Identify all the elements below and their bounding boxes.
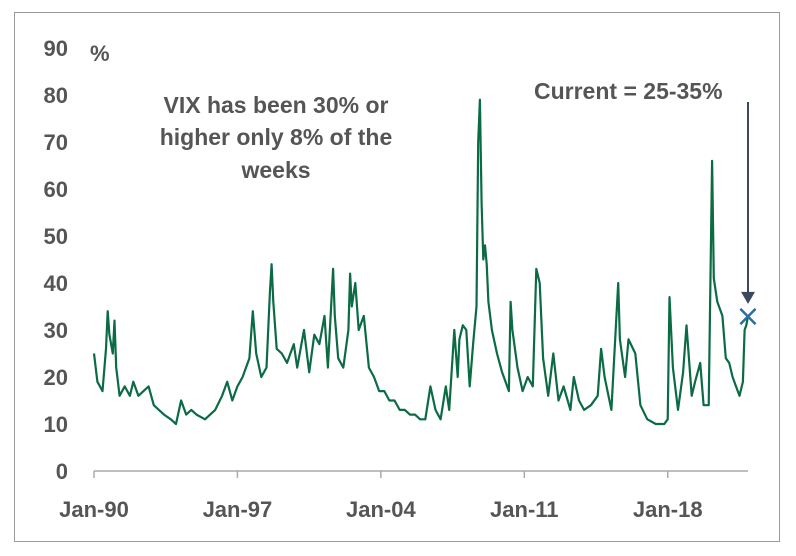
y-tick-label-20: 20 [44, 365, 68, 390]
x-tick-label-Jan-11: Jan-11 [490, 497, 559, 522]
current-label: Current = 25-35% [534, 78, 723, 104]
note-line-1: VIX has been 30% or [164, 92, 389, 118]
current-marker: × [735, 299, 760, 334]
x-tick-label-Jan-97: Jan-97 [203, 497, 273, 522]
y-tick-labels: 0 10 20 30 40 50 60 70 80 90 [44, 36, 68, 484]
y-tick-label-90: 90 [44, 36, 68, 61]
x-tick-label-Jan-04: Jan-04 [346, 497, 416, 522]
y-tick-label-10: 10 [44, 412, 68, 437]
x-tick-labels: Jan-90 Jan-97 Jan-04 Jan-11 Jan-18 [59, 497, 702, 522]
y-unit-label: % [90, 41, 110, 66]
y-tick-label-40: 40 [44, 271, 68, 296]
x-tick-label-Jan-90: Jan-90 [59, 497, 129, 522]
chart-frame [14, 12, 780, 542]
x-tick-label-Jan-18: Jan-18 [633, 497, 703, 522]
current-arrowhead [741, 291, 755, 304]
y-tick-label-0: 0 [56, 459, 68, 484]
y-tick-label-80: 80 [44, 83, 68, 108]
y-tick-label-30: 30 [44, 318, 68, 343]
y-tick-label-60: 60 [44, 177, 68, 202]
y-tick-label-70: 70 [44, 130, 68, 155]
note-line-2: higher only 8% of the [160, 124, 393, 150]
x-tick-marks [93, 471, 669, 478]
note-line-3: weeks [240, 157, 310, 183]
note-annotation: VIX has been 30% or higher only 8% of th… [160, 92, 393, 183]
y-tick-label-50: 50 [44, 224, 68, 249]
series-line-vix [92, 98, 750, 426]
